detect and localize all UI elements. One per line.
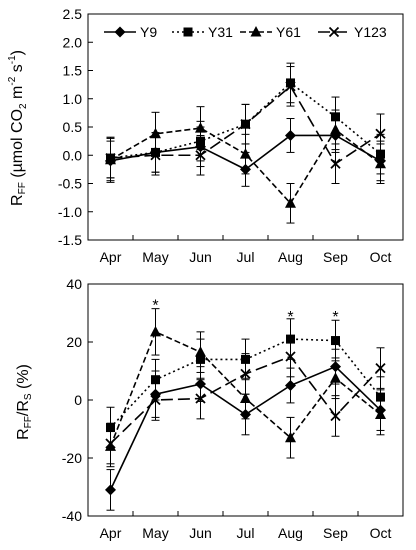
series-y123 [105,335,386,465]
data-point [150,394,161,406]
significance-star: * [287,309,293,326]
y-tick-label: 0.5 [63,119,83,135]
x-tick-label: Apr [100,249,122,265]
legend-label: Y123 [354,24,387,40]
series-y123 [105,66,386,184]
data-point [150,150,161,161]
data-point [105,152,116,164]
data-point [375,128,386,139]
legend: Y9 Y31 Y61 Y123 [104,24,387,40]
legend-item-y123: Y123 [318,24,387,40]
data-point [331,336,340,346]
data-point [285,380,296,391]
legend-marker [328,26,340,38]
data-point [195,346,206,357]
data-point [285,431,296,443]
legend-label: Y61 [276,24,301,40]
data-point [240,119,251,130]
data-point [105,438,116,449]
data-point [240,392,251,404]
y-tick-label: -40 [62,508,82,524]
data-point [375,157,386,169]
data-point [150,325,161,337]
data-point [330,123,341,135]
data-point [105,484,116,496]
x-tick-label: Jul [237,525,255,541]
x-tick-label: Jun [189,249,212,265]
y-tick-label: 1.5 [63,63,83,79]
x-tick-label: Aug [278,525,303,541]
bottom-axes: -40 -20 0 20 40 Apr May Jun Jul Aug Sep Oct [62,276,392,541]
panel-top: -1.5 -1.0 -0.5 0.0 0.5 1.0 1.5 2.0 2.5 Apr May Jun J… [7,6,404,265]
x-tick-label: Aug [278,249,303,265]
data-point [285,197,296,208]
data-point [330,410,341,422]
legend-marker [114,26,126,38]
legend-label: Y9 [140,24,157,40]
y-tick-label: -0.5 [58,176,82,192]
x-tick-label: Apr [100,525,122,541]
data-point [285,351,296,362]
x-tick-label: Oct [370,249,392,265]
significance-star: * [332,309,338,326]
bottom-series [105,308,386,511]
y-tick-label: -20 [62,450,82,466]
bottom-annotations: * * * [152,297,338,326]
x-tick-label: Jul [237,249,255,265]
data-point [285,129,296,141]
x-tick-label: Jun [189,525,212,541]
panel-bottom: -40 -20 0 20 40 Apr May Jun Jul Aug Sep Oct * * * RFF… [15,276,404,541]
y-tick-label: 1.0 [63,91,83,107]
x-tick-label: Sep [323,249,348,265]
legend-item-y31: Y31 [172,24,233,40]
data-point [375,362,386,374]
data-point [285,81,296,92]
x-tick-label: Oct [370,525,392,541]
x-tick-label: May [142,249,168,265]
legend-marker [250,26,262,37]
y-tick-label: 0.0 [63,147,83,163]
y-tick-label: 2.0 [63,34,83,50]
legend-marker [183,27,193,37]
data-point [375,408,386,419]
data-point [195,122,206,133]
significance-star: * [152,297,158,314]
y-tick-label: 2.5 [63,6,83,22]
top-series [105,62,386,224]
y-tick-label: 40 [66,276,82,292]
data-point [240,368,251,380]
bottom-y-axis-title: RFF/RS (%) [15,364,34,440]
y-tick-label: -1.0 [58,204,82,220]
data-point [240,148,251,159]
top-axes: -1.5 -1.0 -0.5 0.0 0.5 1.0 1.5 2.0 2.5 Apr May Jun J… [58,6,392,265]
data-point [195,393,206,404]
y-tick-label: 20 [66,334,82,350]
x-tick-label: May [142,525,168,541]
y-tick-label: -1.5 [58,232,82,248]
y-tick-label: 0 [74,392,82,408]
data-point [195,150,206,161]
legend-item-y9: Y9 [104,24,157,40]
data-point [330,158,341,169]
top-y-axis-title: RFF (µmol CO2 m-2 s-1) [7,50,29,206]
data-point [330,372,341,383]
legend-item-y61: Y61 [240,24,301,40]
legend-label: Y31 [208,24,233,40]
x-tick-label: Sep [323,525,348,541]
